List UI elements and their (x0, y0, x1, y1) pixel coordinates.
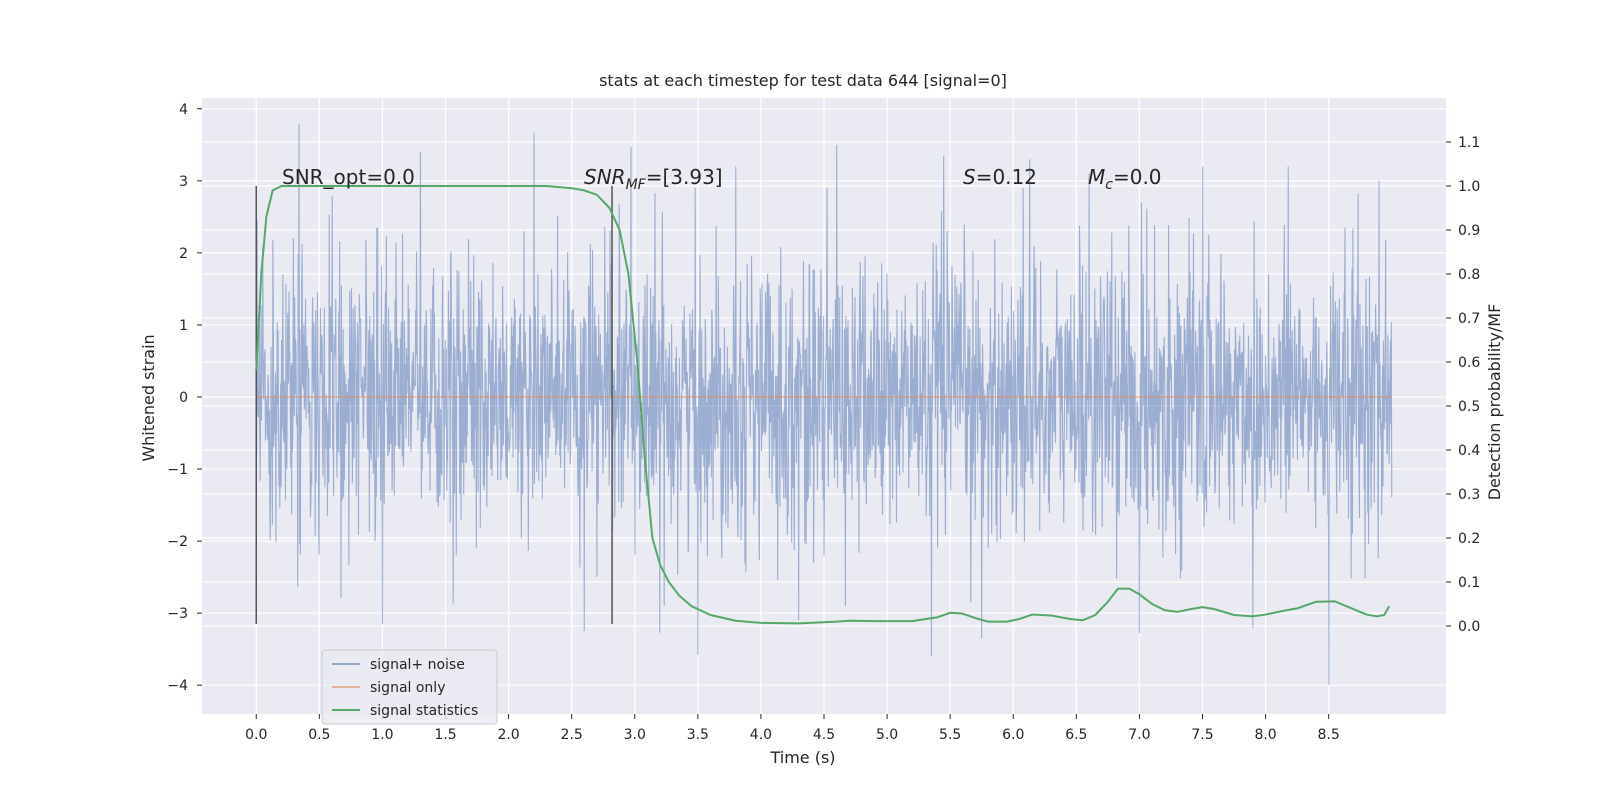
legend-label: signal statistics (370, 703, 478, 719)
y-tick-label-left: 1 (179, 318, 188, 334)
y-axis-label-left: Whitened strain (139, 334, 158, 461)
x-tick-label: 6.5 (1065, 727, 1087, 743)
x-tick-label: 0.0 (245, 727, 267, 743)
y-axis-label-right: Detection probability/MF (1485, 304, 1504, 501)
legend: signal+ noise signal only signal statistic… (321, 649, 498, 725)
legend-label: signal only (370, 680, 445, 696)
x-tick-label: 1.5 (434, 727, 456, 743)
x-tick-label: 5.0 (876, 727, 898, 743)
annotation-snr-mf: SNRMF=[3.93] (584, 165, 723, 193)
x-tick-label: 5.5 (939, 727, 961, 743)
y-tick-label-left: −2 (167, 534, 188, 550)
series-signal-noise (255, 123, 1393, 686)
x-tick-label: 2.5 (561, 727, 583, 743)
y-tick-label-left: −4 (167, 678, 188, 694)
y-tick-label-right: 0.2 (1458, 531, 1480, 547)
y-tick-label-right: 0.4 (1458, 443, 1480, 459)
y-tick-label-left: 4 (179, 102, 188, 118)
y-tick-label-right: 0.8 (1458, 267, 1480, 283)
y-tick-label-right: 0.3 (1458, 487, 1480, 503)
legend-box (321, 649, 498, 725)
y-tick-label-right: 0.7 (1458, 311, 1480, 327)
y-tick-label-left: −1 (167, 462, 188, 478)
x-tick-label: 8.5 (1318, 727, 1340, 743)
y-tick-label-left: 3 (179, 174, 188, 190)
x-tick-label: 3.0 (624, 727, 646, 743)
y-tick-label-right: 0.1 (1458, 575, 1480, 591)
x-tick-label: 7.5 (1191, 727, 1213, 743)
y-tick-label-left: −3 (167, 606, 188, 622)
legend-label: signal+ noise (370, 657, 465, 673)
x-tick-label: 1.0 (371, 727, 393, 743)
annotation-mc: Mc=0.0 (1088, 165, 1162, 193)
x-tick-label: 0.5 (308, 727, 330, 743)
y-tick-label-left: 0 (179, 390, 188, 406)
y-tick-label-right: 1.1 (1458, 135, 1480, 151)
chart-title: stats at each timestep for test data 644… (599, 71, 1007, 90)
series-signal-statistics (255, 185, 1391, 625)
x-tick-label: 4.5 (813, 727, 835, 743)
x-tick-label: 6.0 (1002, 727, 1024, 743)
y-tick-label-right: 1.0 (1458, 179, 1480, 195)
annotation-snr-opt: SNR_opt=0.0 (282, 165, 415, 189)
x-tick-label: 7.0 (1128, 727, 1150, 743)
x-tick-label: 4.0 (750, 727, 772, 743)
x-tick-label: 8.0 (1254, 727, 1276, 743)
x-axis-label: Time (s) (769, 748, 835, 767)
x-tick-label: 2.0 (497, 727, 519, 743)
y-tick-label-right: 0.6 (1458, 355, 1480, 371)
annotation-s: S=0.12 (963, 165, 1037, 189)
y-tick-label-right: 0.9 (1458, 223, 1480, 239)
y-tick-label-left: 2 (179, 246, 188, 262)
y-tick-label-right: 0.0 (1458, 619, 1480, 635)
x-tick-label: 3.5 (687, 727, 709, 743)
y-tick-label-right: 0.5 (1458, 399, 1480, 415)
